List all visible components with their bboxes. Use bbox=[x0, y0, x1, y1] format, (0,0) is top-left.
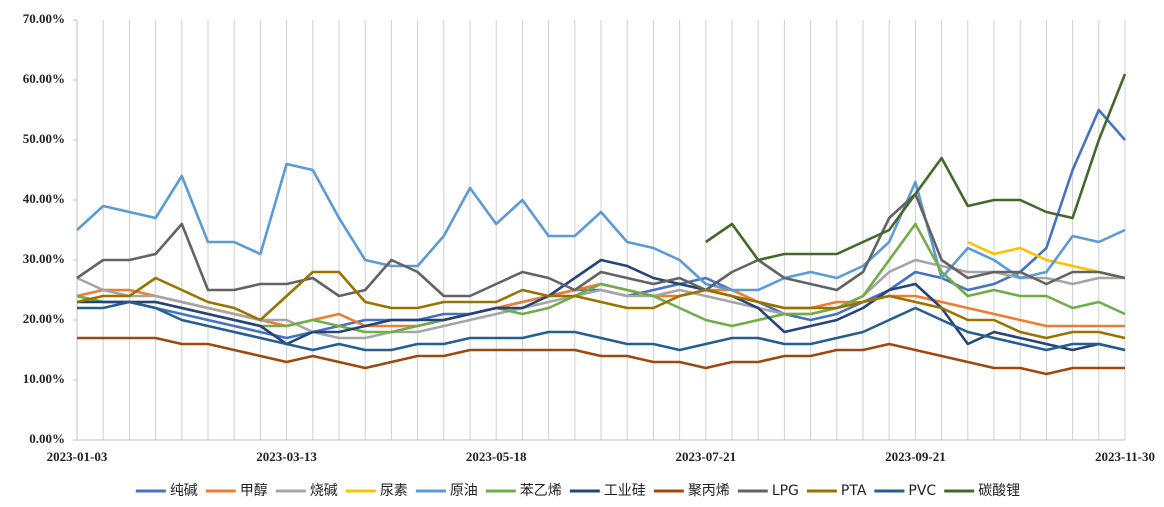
legend-label: 工业硅 bbox=[604, 483, 646, 499]
x-tick-label: 2023-09-21 bbox=[885, 449, 946, 464]
y-tick-label: 70.00% bbox=[23, 11, 65, 26]
legend-label: PVC bbox=[908, 483, 936, 499]
y-tick-label: 50.00% bbox=[23, 131, 65, 146]
y-tick-label: 0.00% bbox=[29, 431, 65, 446]
legend-label: 聚丙烯 bbox=[688, 483, 730, 499]
x-tick-label: 2023-05-18 bbox=[466, 449, 527, 464]
x-tick-label: 2023-11-30 bbox=[1095, 449, 1155, 464]
y-tick-label: 40.00% bbox=[23, 191, 65, 206]
series-line bbox=[77, 258, 1126, 352]
legend-label: PTA bbox=[841, 483, 867, 499]
series-line bbox=[705, 73, 1127, 262]
y-tick-label: 20.00% bbox=[23, 311, 65, 326]
legend-label: 烧碱 bbox=[310, 483, 338, 499]
legend-label: 尿素 bbox=[380, 483, 408, 499]
x-tick-label: 2023-01-03 bbox=[47, 449, 108, 464]
legend-label: 原油 bbox=[450, 483, 478, 499]
series-line bbox=[77, 336, 1125, 376]
x-tick-label: 2023-07-21 bbox=[675, 449, 736, 464]
y-tick-label: 30.00% bbox=[23, 251, 65, 266]
legend-label: 甲醇 bbox=[240, 482, 268, 499]
y-tick-label: 10.00% bbox=[23, 371, 65, 386]
y-tick-label: 60.00% bbox=[23, 71, 65, 86]
series-line bbox=[77, 300, 1126, 352]
series-line bbox=[76, 162, 1126, 292]
series-line bbox=[76, 192, 1126, 298]
legend: 纯碱 甲醇 烧碱 尿素 原油 苯乙烯 工业硅 聚丙烯 LPG PTA PVC 碳酸锂 bbox=[135, 482, 1020, 499]
legend-label: 苯乙烯 bbox=[520, 482, 562, 499]
x-tick-label: 2023-03-13 bbox=[256, 449, 317, 464]
legend-label: LPG bbox=[772, 483, 799, 499]
series-line bbox=[76, 270, 1126, 340]
legend-label: 纯碱 bbox=[170, 483, 198, 499]
legend-label: 碳酸锂 bbox=[978, 483, 1020, 499]
